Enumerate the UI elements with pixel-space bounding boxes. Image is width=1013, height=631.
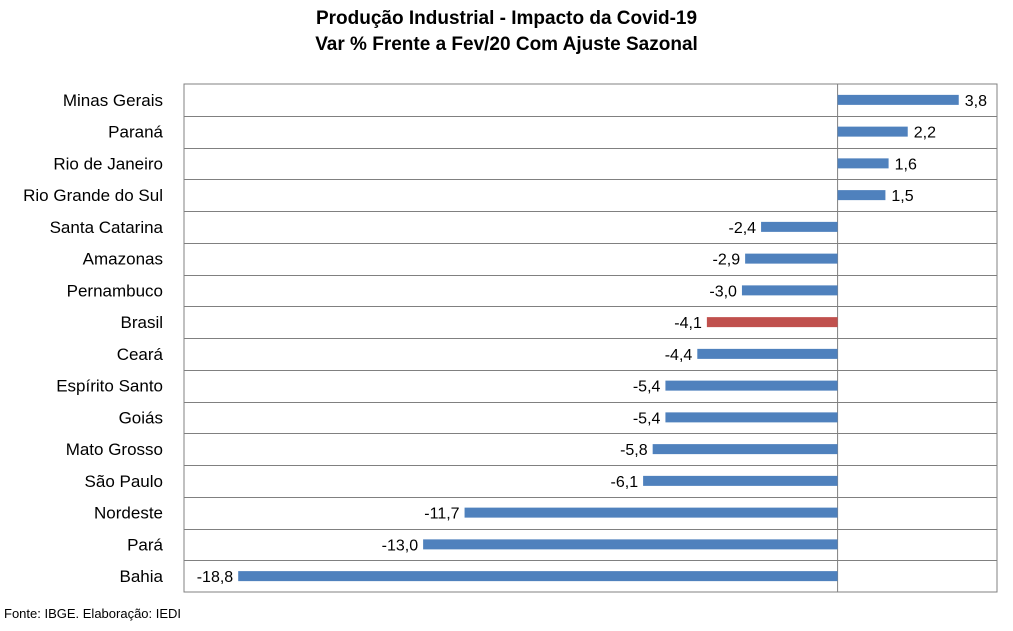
category-label: Santa Catarina bbox=[50, 218, 164, 237]
data-label: -11,7 bbox=[424, 506, 459, 523]
category-label: São Paulo bbox=[85, 472, 163, 491]
data-label: 2,2 bbox=[914, 125, 936, 142]
data-label: -2,4 bbox=[728, 220, 756, 237]
category-label: Bahia bbox=[120, 567, 164, 586]
category-label: Mato Grosso bbox=[66, 440, 163, 459]
category-label: Pará bbox=[127, 535, 163, 554]
bar bbox=[761, 221, 838, 232]
data-label: -3,0 bbox=[709, 283, 737, 300]
data-label: -5,8 bbox=[620, 442, 648, 459]
bar bbox=[464, 507, 838, 518]
bar bbox=[643, 475, 838, 486]
data-label: -4,1 bbox=[674, 315, 702, 332]
data-label: -2,9 bbox=[713, 252, 741, 269]
bar bbox=[652, 444, 838, 455]
bar bbox=[238, 571, 838, 582]
category-label: Pernambuco bbox=[67, 281, 163, 300]
data-label: -18,8 bbox=[197, 569, 234, 586]
category-label: Rio de Janeiro bbox=[53, 154, 163, 173]
bar bbox=[741, 285, 838, 296]
bar bbox=[706, 317, 838, 328]
bar bbox=[837, 158, 889, 169]
category-label: Rio Grande do Sul bbox=[23, 186, 163, 205]
category-label: Minas Gerais bbox=[63, 91, 163, 110]
category-label: Goiás bbox=[119, 408, 163, 427]
category-label: Ceará bbox=[117, 345, 164, 364]
bar bbox=[697, 348, 838, 359]
chart-subtitle-line: Var % Frente a Fev/20 Com Ajuste Sazonal bbox=[315, 34, 698, 55]
bar bbox=[837, 94, 959, 105]
data-label: -6,1 bbox=[611, 474, 639, 491]
bar bbox=[837, 190, 886, 201]
data-label: 3,8 bbox=[965, 93, 987, 110]
category-label: Brasil bbox=[120, 313, 163, 332]
chart-title: Produção Industrial - Impacto da Covid-1… bbox=[0, 6, 1013, 58]
bar bbox=[665, 380, 838, 391]
data-label: -5,4 bbox=[633, 379, 661, 396]
source-note: Fonte: IBGE. Elaboração: IEDI bbox=[4, 606, 182, 621]
data-label: -5,4 bbox=[633, 410, 661, 427]
category-label: Amazonas bbox=[83, 250, 163, 269]
data-label: -13,0 bbox=[382, 537, 419, 554]
bar bbox=[837, 126, 908, 137]
data-label: 1,6 bbox=[895, 156, 917, 173]
category-label: Paraná bbox=[108, 123, 163, 142]
bar bbox=[423, 539, 838, 550]
bar bbox=[665, 412, 838, 423]
bar bbox=[745, 253, 838, 264]
category-label: Nordeste bbox=[94, 504, 163, 523]
data-label: 1,5 bbox=[891, 188, 913, 205]
chart-title-line: Produção Industrial - Impacto da Covid-1… bbox=[315, 8, 698, 29]
data-label: -4,4 bbox=[665, 347, 693, 364]
category-label: Espírito Santo bbox=[56, 377, 163, 396]
